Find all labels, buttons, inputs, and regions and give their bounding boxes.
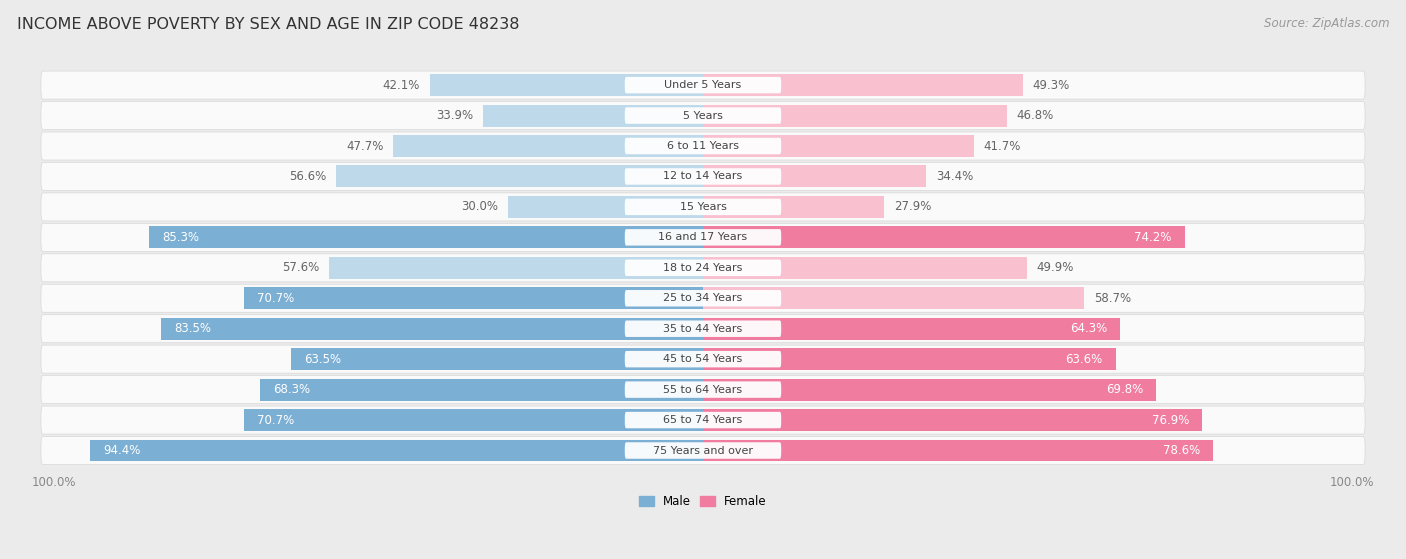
Text: 78.6%: 78.6%: [1163, 444, 1201, 457]
FancyBboxPatch shape: [41, 71, 1365, 99]
Bar: [703, 226, 1185, 248]
Text: 47.7%: 47.7%: [346, 140, 384, 153]
Text: 64.3%: 64.3%: [1070, 322, 1108, 335]
FancyBboxPatch shape: [624, 198, 782, 215]
FancyBboxPatch shape: [624, 168, 782, 184]
FancyBboxPatch shape: [41, 193, 1365, 221]
FancyBboxPatch shape: [624, 290, 782, 306]
Bar: [329, 257, 703, 279]
Text: 34.4%: 34.4%: [936, 170, 973, 183]
FancyBboxPatch shape: [41, 437, 1365, 465]
Text: 5 Years: 5 Years: [683, 111, 723, 121]
FancyBboxPatch shape: [41, 284, 1365, 312]
Text: 25 to 34 Years: 25 to 34 Years: [664, 293, 742, 303]
Bar: [703, 348, 1116, 370]
FancyBboxPatch shape: [41, 254, 1365, 282]
Text: 27.9%: 27.9%: [894, 201, 931, 214]
Text: 69.8%: 69.8%: [1105, 383, 1143, 396]
FancyBboxPatch shape: [41, 376, 1365, 404]
Bar: [703, 287, 1084, 309]
Bar: [703, 74, 1024, 96]
Text: 63.6%: 63.6%: [1066, 353, 1102, 366]
Text: 70.7%: 70.7%: [257, 292, 294, 305]
Bar: [703, 439, 1213, 462]
FancyBboxPatch shape: [624, 77, 782, 93]
FancyBboxPatch shape: [624, 138, 782, 154]
Bar: [149, 226, 703, 248]
Text: 49.3%: 49.3%: [1033, 79, 1070, 92]
FancyBboxPatch shape: [624, 320, 782, 337]
Legend: Male, Female: Male, Female: [634, 491, 772, 513]
Text: 41.7%: 41.7%: [983, 140, 1021, 153]
Text: 57.6%: 57.6%: [283, 261, 319, 274]
Text: 30.0%: 30.0%: [461, 201, 499, 214]
Bar: [394, 135, 703, 157]
Text: 35 to 44 Years: 35 to 44 Years: [664, 324, 742, 334]
Text: 83.5%: 83.5%: [174, 322, 211, 335]
FancyBboxPatch shape: [41, 315, 1365, 343]
Text: Under 5 Years: Under 5 Years: [665, 80, 741, 90]
Bar: [430, 74, 703, 96]
Text: 16 and 17 Years: 16 and 17 Years: [658, 233, 748, 243]
Text: 70.7%: 70.7%: [257, 414, 294, 427]
Bar: [703, 196, 884, 218]
Bar: [336, 165, 703, 187]
FancyBboxPatch shape: [41, 345, 1365, 373]
Bar: [245, 409, 703, 431]
Bar: [703, 165, 927, 187]
FancyBboxPatch shape: [624, 259, 782, 276]
FancyBboxPatch shape: [41, 406, 1365, 434]
Bar: [484, 105, 703, 126]
Bar: [703, 409, 1202, 431]
FancyBboxPatch shape: [624, 107, 782, 124]
Text: 63.5%: 63.5%: [304, 353, 342, 366]
Bar: [703, 105, 1007, 126]
FancyBboxPatch shape: [41, 102, 1365, 130]
Text: 55 to 64 Years: 55 to 64 Years: [664, 385, 742, 395]
Text: 18 to 24 Years: 18 to 24 Years: [664, 263, 742, 273]
Bar: [291, 348, 703, 370]
FancyBboxPatch shape: [41, 132, 1365, 160]
FancyBboxPatch shape: [624, 229, 782, 245]
Bar: [703, 318, 1121, 340]
Text: 46.8%: 46.8%: [1017, 109, 1053, 122]
Text: 12 to 14 Years: 12 to 14 Years: [664, 172, 742, 182]
Text: 85.3%: 85.3%: [162, 231, 200, 244]
Text: 76.9%: 76.9%: [1152, 414, 1189, 427]
FancyBboxPatch shape: [41, 163, 1365, 191]
Bar: [90, 439, 703, 462]
FancyBboxPatch shape: [624, 381, 782, 398]
Text: 94.4%: 94.4%: [103, 444, 141, 457]
Bar: [509, 196, 703, 218]
Text: 6 to 11 Years: 6 to 11 Years: [666, 141, 740, 151]
Text: 49.9%: 49.9%: [1036, 261, 1074, 274]
Text: 45 to 54 Years: 45 to 54 Years: [664, 354, 742, 364]
Text: 68.3%: 68.3%: [273, 383, 309, 396]
Text: 74.2%: 74.2%: [1135, 231, 1171, 244]
Bar: [245, 287, 703, 309]
Text: Source: ZipAtlas.com: Source: ZipAtlas.com: [1264, 17, 1389, 30]
Text: 58.7%: 58.7%: [1094, 292, 1130, 305]
Text: 65 to 74 Years: 65 to 74 Years: [664, 415, 742, 425]
Text: 42.1%: 42.1%: [382, 79, 420, 92]
Bar: [703, 135, 974, 157]
Text: 33.9%: 33.9%: [436, 109, 474, 122]
Text: 56.6%: 56.6%: [288, 170, 326, 183]
FancyBboxPatch shape: [41, 224, 1365, 252]
Bar: [162, 318, 703, 340]
Text: INCOME ABOVE POVERTY BY SEX AND AGE IN ZIP CODE 48238: INCOME ABOVE POVERTY BY SEX AND AGE IN Z…: [17, 17, 519, 32]
FancyBboxPatch shape: [624, 412, 782, 428]
Bar: [260, 378, 703, 401]
Bar: [703, 378, 1156, 401]
Text: 15 Years: 15 Years: [679, 202, 727, 212]
FancyBboxPatch shape: [624, 442, 782, 459]
FancyBboxPatch shape: [624, 351, 782, 367]
Bar: [703, 257, 1026, 279]
Text: 75 Years and over: 75 Years and over: [652, 446, 754, 456]
